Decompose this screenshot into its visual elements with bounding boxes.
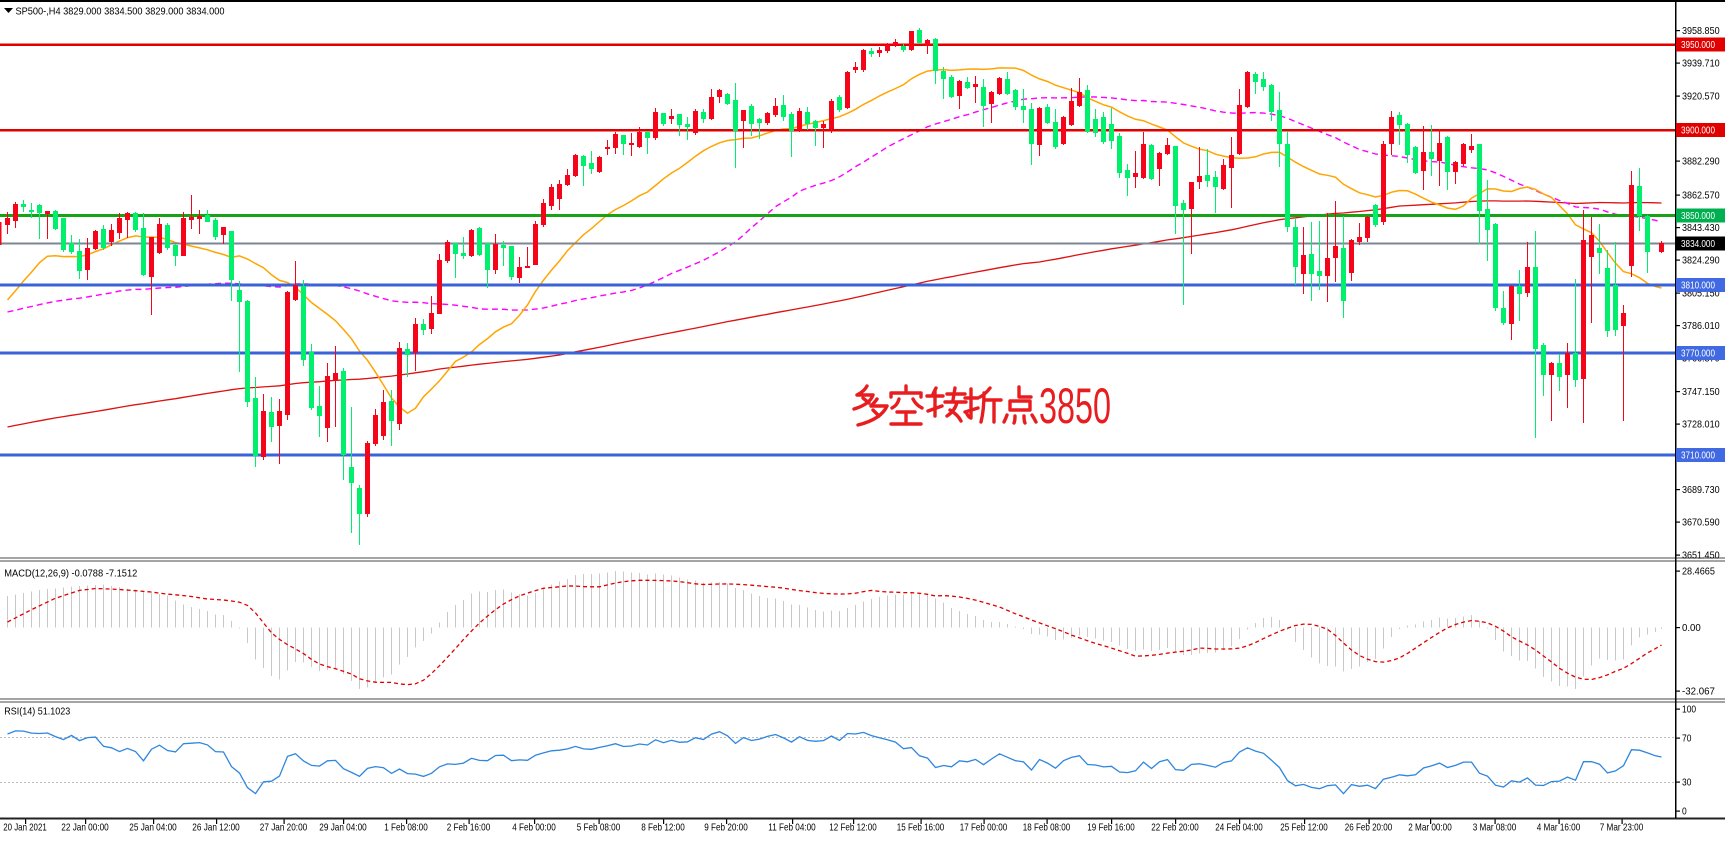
svg-text:3810.000: 3810.000: [1681, 280, 1715, 292]
svg-text:26 Feb 20:00: 26 Feb 20:00: [1345, 822, 1393, 834]
svg-text:17 Feb 00:00: 17 Feb 00:00: [960, 822, 1008, 834]
svg-text:2 Feb 16:00: 2 Feb 16:00: [447, 822, 491, 834]
svg-text:3882.290: 3882.290: [1682, 156, 1720, 168]
svg-text:3850: 3850: [1039, 378, 1111, 434]
svg-text:3728.010: 3728.010: [1682, 419, 1720, 431]
svg-text:0: 0: [1682, 806, 1687, 818]
svg-text:26 Jan 12:00: 26 Jan 12:00: [192, 822, 240, 834]
svg-text:3670.590: 3670.590: [1682, 517, 1720, 529]
svg-text:19 Feb 16:00: 19 Feb 16:00: [1087, 822, 1135, 834]
svg-text:28.4665: 28.4665: [1682, 566, 1715, 578]
svg-text:3 Mar 08:00: 3 Mar 08:00: [1473, 822, 1517, 834]
svg-text:15 Feb 16:00: 15 Feb 16:00: [897, 822, 945, 834]
svg-text:SP500-,H4 3829.000 3834.500 3: SP500-,H4 3829.000 3834.500 3829.000 383…: [16, 6, 225, 18]
svg-text:25 Jan 04:00: 25 Jan 04:00: [129, 822, 177, 834]
svg-text:3862.570: 3862.570: [1682, 190, 1720, 202]
svg-text:20 Jan 2021: 20 Jan 2021: [3, 822, 47, 834]
svg-text:25 Feb 12:00: 25 Feb 12:00: [1280, 822, 1328, 834]
svg-text:22 Jan 00:00: 22 Jan 00:00: [61, 822, 109, 834]
svg-text:-32.067: -32.067: [1682, 686, 1715, 698]
svg-text:8 Feb 12:00: 8 Feb 12:00: [641, 822, 685, 834]
svg-text:MACD(12,26,9) -0.0788 -7.1512: MACD(12,26,9) -0.0788 -7.1512: [4, 568, 137, 580]
svg-text:30: 30: [1682, 777, 1692, 789]
svg-text:3770.000: 3770.000: [1681, 348, 1715, 360]
svg-text:3824.290: 3824.290: [1682, 255, 1720, 267]
svg-text:27 Jan 20:00: 27 Jan 20:00: [260, 822, 308, 834]
svg-text:3843.430: 3843.430: [1682, 222, 1720, 234]
svg-text:3900.000: 3900.000: [1681, 125, 1715, 137]
svg-text:2 Mar 00:00: 2 Mar 00:00: [1408, 822, 1452, 834]
svg-text:3850.000: 3850.000: [1681, 210, 1715, 222]
svg-text:7 Mar 23:00: 7 Mar 23:00: [1600, 822, 1644, 834]
svg-text:5 Feb 08:00: 5 Feb 08:00: [577, 822, 621, 834]
svg-text:3786.010: 3786.010: [1682, 320, 1720, 332]
svg-text:4 Feb 00:00: 4 Feb 00:00: [512, 822, 556, 834]
svg-text:29 Jan 04:00: 29 Jan 04:00: [319, 822, 367, 834]
svg-text:3950.000: 3950.000: [1681, 39, 1715, 51]
svg-text:3939.710: 3939.710: [1682, 58, 1720, 70]
svg-text:0.00: 0.00: [1682, 622, 1701, 634]
svg-text:9 Feb 20:00: 9 Feb 20:00: [704, 822, 748, 834]
svg-text:1 Feb 08:00: 1 Feb 08:00: [384, 822, 428, 834]
svg-text:22 Feb 20:00: 22 Feb 20:00: [1151, 822, 1199, 834]
svg-text:3958.850: 3958.850: [1682, 25, 1720, 37]
svg-text:24 Feb 04:00: 24 Feb 04:00: [1215, 822, 1263, 834]
svg-text:3747.150: 3747.150: [1682, 386, 1720, 398]
svg-text:3710.000: 3710.000: [1681, 450, 1715, 462]
svg-text:3689.730: 3689.730: [1682, 484, 1720, 496]
svg-text:RSI(14) 51.1023: RSI(14) 51.1023: [4, 706, 70, 718]
svg-text:70: 70: [1682, 733, 1692, 745]
svg-text:3920.570: 3920.570: [1682, 91, 1720, 103]
svg-text:18 Feb 08:00: 18 Feb 08:00: [1023, 822, 1071, 834]
svg-text:3651.450: 3651.450: [1682, 550, 1720, 562]
svg-text:4 Mar 16:00: 4 Mar 16:00: [1537, 822, 1581, 834]
svg-text:12 Feb 12:00: 12 Feb 12:00: [829, 822, 877, 834]
svg-text:100: 100: [1682, 704, 1696, 716]
svg-text:3834.000: 3834.000: [1681, 238, 1715, 250]
svg-text:11 Feb 04:00: 11 Feb 04:00: [768, 822, 816, 834]
